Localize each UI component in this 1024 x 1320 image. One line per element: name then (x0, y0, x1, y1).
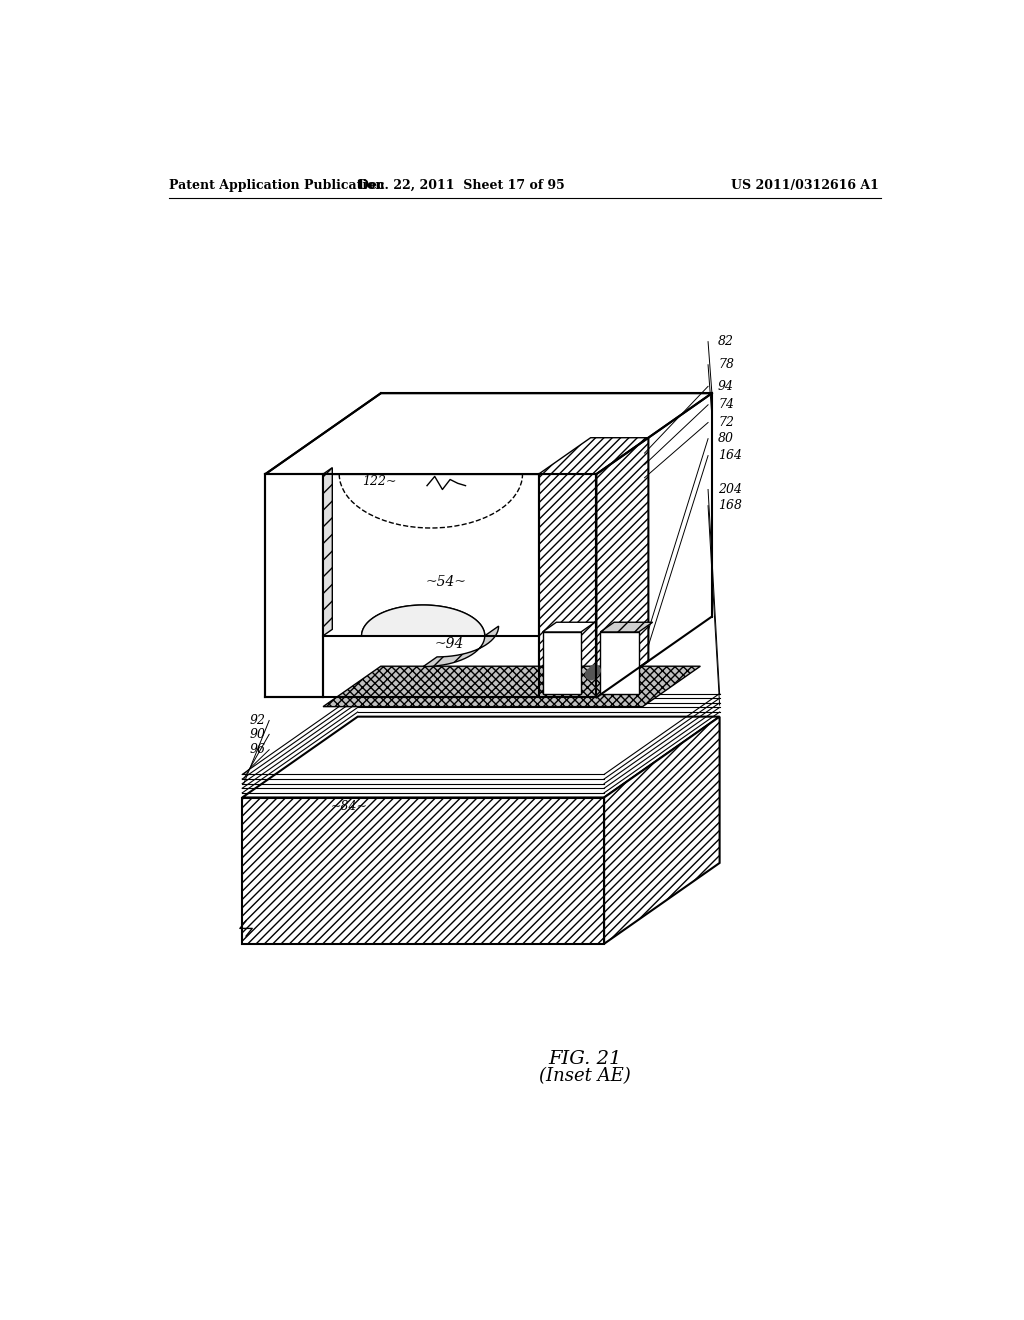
Text: 72: 72 (718, 416, 734, 429)
Text: 204: 204 (718, 483, 742, 496)
Polygon shape (265, 474, 323, 697)
Text: 164: 164 (718, 449, 742, 462)
Polygon shape (539, 438, 648, 474)
Text: 78: 78 (718, 358, 734, 371)
Circle shape (586, 669, 596, 680)
Text: 94: 94 (718, 380, 734, 393)
Text: ~84~: ~84~ (331, 800, 368, 813)
Text: 96: 96 (249, 743, 265, 756)
Polygon shape (600, 632, 639, 693)
Polygon shape (423, 626, 499, 667)
Text: Patent Application Publication: Patent Application Publication (169, 178, 385, 191)
Polygon shape (361, 605, 484, 636)
Text: US 2011/0312616 A1: US 2011/0312616 A1 (731, 178, 879, 191)
Text: 122~: 122~ (361, 475, 396, 488)
Polygon shape (539, 474, 596, 697)
Text: ~54~: ~54~ (426, 576, 467, 589)
Polygon shape (243, 797, 604, 944)
Polygon shape (265, 393, 712, 474)
Polygon shape (361, 605, 484, 636)
Text: 92: 92 (249, 714, 265, 727)
Text: (Inset AE): (Inset AE) (539, 1068, 631, 1085)
Text: ~94: ~94 (435, 636, 464, 651)
Text: Dec. 22, 2011  Sheet 17 of 95: Dec. 22, 2011 Sheet 17 of 95 (358, 178, 565, 191)
Text: 74: 74 (718, 399, 734, 412)
Text: 168: 168 (718, 499, 742, 512)
Circle shape (590, 665, 600, 676)
Polygon shape (543, 622, 595, 632)
Polygon shape (596, 438, 648, 697)
Text: 90: 90 (249, 727, 265, 741)
Text: FIG. 21: FIG. 21 (548, 1051, 622, 1068)
Text: 80: 80 (718, 432, 734, 445)
Polygon shape (604, 717, 720, 944)
Polygon shape (243, 717, 720, 797)
Polygon shape (323, 467, 333, 636)
Polygon shape (323, 667, 700, 706)
Text: 82: 82 (718, 335, 734, 348)
Polygon shape (600, 622, 652, 632)
Polygon shape (543, 632, 581, 693)
